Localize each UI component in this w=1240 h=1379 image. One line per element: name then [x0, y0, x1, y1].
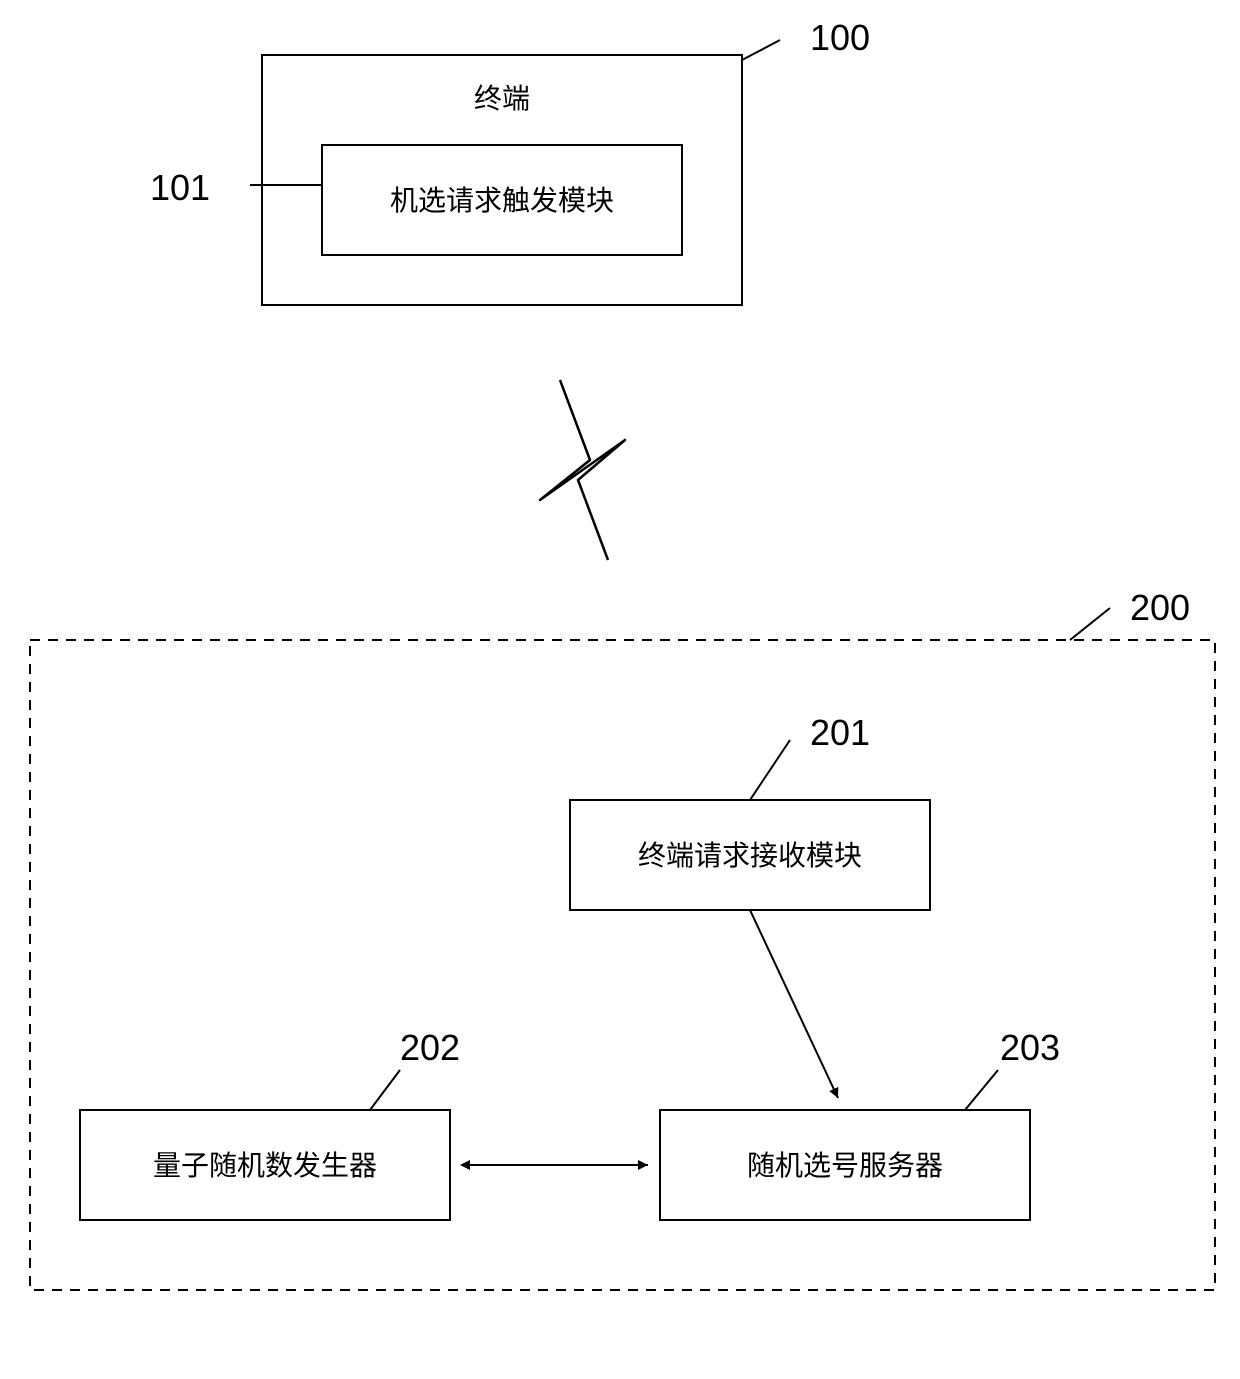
leader-203	[965, 1070, 998, 1110]
leader-200	[1070, 608, 1110, 640]
arrow-recv-to-server	[750, 910, 838, 1098]
recv-module-label: 终端请求接收模块	[638, 840, 862, 871]
trigger-module-label: 机选请求触发模块	[390, 185, 614, 216]
leader-100	[742, 40, 780, 60]
label-201: 201	[810, 712, 870, 753]
qrng-label: 量子随机数发生器	[153, 1150, 377, 1181]
label-200: 200	[1130, 587, 1190, 628]
label-100: 100	[810, 17, 870, 58]
server-container	[30, 640, 1215, 1290]
label-101: 101	[150, 167, 210, 208]
label-203: 203	[1000, 1027, 1060, 1068]
leader-201	[750, 740, 790, 800]
rand-server-label: 随机选号服务器	[747, 1150, 943, 1181]
label-202: 202	[400, 1027, 460, 1068]
terminal-title: 终端	[474, 83, 530, 114]
wireless-icon	[540, 380, 625, 560]
leader-202	[370, 1070, 400, 1110]
